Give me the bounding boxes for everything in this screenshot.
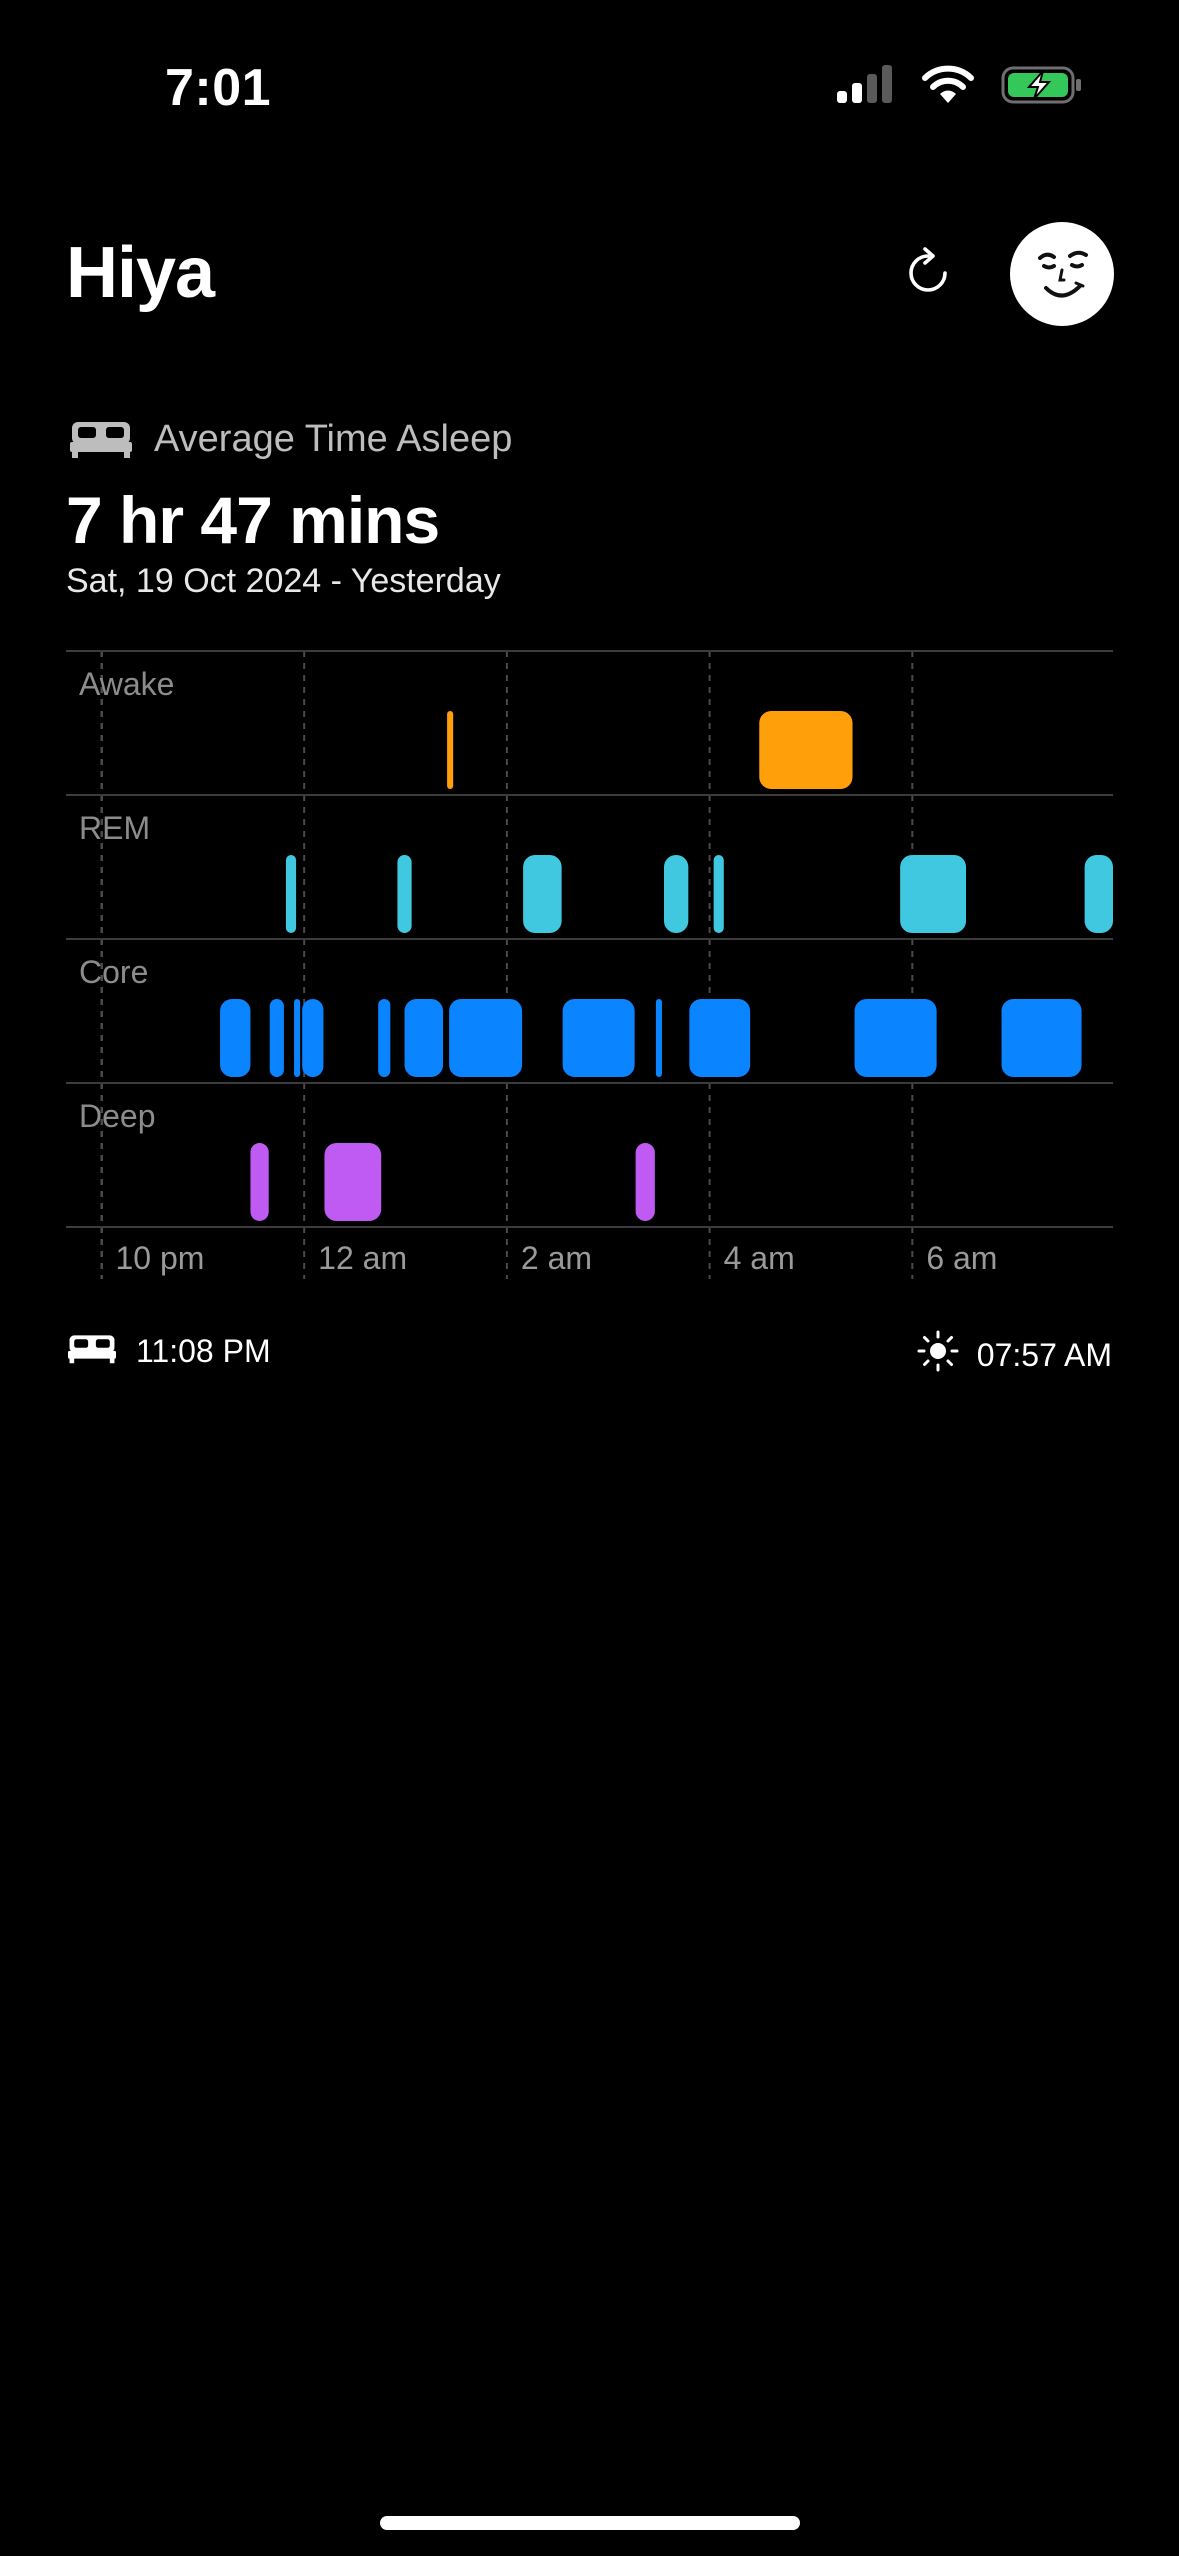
sleep-segment-core[interactable] <box>302 999 324 1077</box>
sleep-segment-core[interactable] <box>220 999 251 1077</box>
sun-icon <box>917 1330 959 1380</box>
sleep-segment-core[interactable] <box>404 999 444 1077</box>
bed-icon <box>68 1330 116 1372</box>
x-tick-label: 6 am <box>926 1240 997 1276</box>
status-time: 7:01 <box>165 59 272 117</box>
x-tick-label: 10 pm <box>115 1240 204 1276</box>
cellular-signal-icon <box>835 64 895 110</box>
sleep-segment-core[interactable] <box>378 999 391 1077</box>
bedtime: 11:08 PM <box>68 1330 271 1372</box>
bed-icon <box>70 416 132 463</box>
x-tick-label: 2 am <box>521 1240 592 1276</box>
x-tick-label: 12 am <box>318 1240 407 1276</box>
sleep-segment-core[interactable] <box>1001 999 1082 1077</box>
app-title: Hiya <box>66 233 215 313</box>
refresh-icon <box>905 246 951 302</box>
sleep-segment-core[interactable] <box>689 999 751 1077</box>
waketime: 07:57 AM <box>917 1330 1112 1380</box>
sleep-segment-deep[interactable] <box>250 1143 269 1221</box>
stage-label-rem: REM <box>79 810 150 846</box>
sleep-segment-awake[interactable] <box>759 711 853 789</box>
bedtime-value: 11:08 PM <box>136 1332 271 1369</box>
date-range: Sat, 19 Oct 2024 - Yesterday <box>66 562 501 600</box>
sleep-segment-core[interactable] <box>294 999 301 1077</box>
sleep-segment-rem[interactable] <box>663 855 689 933</box>
sleep-segment-deep[interactable] <box>635 1143 655 1221</box>
stage-label-awake: Awake <box>79 666 174 702</box>
sleep-segment-awake[interactable] <box>447 711 454 789</box>
sleep-segment-rem[interactable] <box>397 855 412 933</box>
time-asleep-value: 7 hr 47 mins <box>66 483 440 557</box>
sleep-segment-rem[interactable] <box>900 855 967 933</box>
sleep-stages-chart: Awake REM Core Deep 10 pm 12 am 2 am 4 am 6 am <box>66 650 1113 1279</box>
sleep-segment-deep[interactable] <box>324 1143 382 1221</box>
sleep-segment-rem[interactable] <box>523 855 562 933</box>
metric-header: Average Time Asleep <box>70 416 512 463</box>
x-tick-label: 4 am <box>724 1240 795 1276</box>
sleep-segment-core[interactable] <box>449 999 523 1077</box>
sleep-segment-rem[interactable] <box>713 855 724 933</box>
status-icons <box>835 62 1083 112</box>
waketime-value: 07:57 AM <box>976 1336 1112 1373</box>
sleep-segment-rem[interactable] <box>285 855 297 933</box>
sleep-segment-core[interactable] <box>562 999 635 1077</box>
stage-label-deep: Deep <box>79 1098 156 1134</box>
sleep-segment-core[interactable] <box>655 999 662 1077</box>
stage-label-core: Core <box>79 954 148 990</box>
sleep-segment-rem[interactable] <box>1084 855 1113 933</box>
metric-label: Average Time Asleep <box>154 418 513 460</box>
profile-avatar-button[interactable] <box>1010 222 1114 326</box>
battery-charging-icon <box>1001 65 1083 110</box>
sleep-segment-core[interactable] <box>854 999 937 1077</box>
smiley-face-icon <box>1010 250 1114 326</box>
wifi-icon <box>921 65 975 110</box>
sleep-segment-core[interactable] <box>269 999 284 1077</box>
refresh-button[interactable] <box>898 244 958 304</box>
home-indicator[interactable] <box>380 2516 800 2530</box>
